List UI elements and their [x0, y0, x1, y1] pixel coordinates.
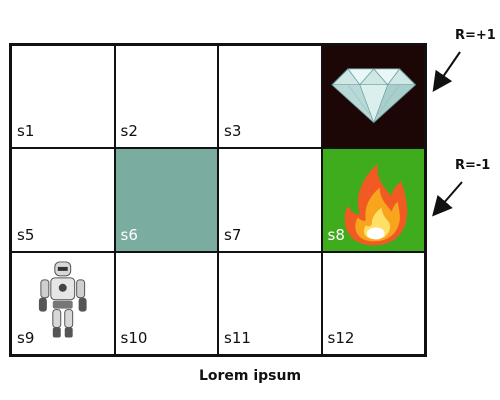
- cell-label: s5: [17, 225, 35, 244]
- cell-label: s2: [120, 122, 138, 141]
- cell-s11: s11: [218, 251, 322, 355]
- cell-label: s9: [17, 329, 35, 347]
- arrow-to-diamond: [432, 51, 461, 92]
- cell-label: s8: [327, 225, 345, 244]
- cell-s1: s1: [11, 45, 115, 149]
- cell-label: s10: [120, 329, 148, 347]
- cell-s6-wall: s6: [114, 148, 218, 252]
- cell-s12: s12: [321, 251, 425, 355]
- cell-label: s1: [17, 122, 35, 141]
- cell-s7: s7: [218, 148, 322, 252]
- cell-label: s7: [224, 225, 242, 244]
- cell-label: s11: [224, 329, 251, 347]
- grid-world: s1 s2 s3 s5 s6 s7: [9, 43, 427, 357]
- reward-negative-label: R=-1: [455, 158, 491, 173]
- cell-goal-diamond: [321, 45, 425, 149]
- fire-icon: [344, 164, 407, 246]
- cell-label: s3: [224, 122, 242, 141]
- robot-icon: [38, 261, 87, 338]
- cell-label: s6: [120, 225, 138, 244]
- cell-s2: s2: [114, 45, 218, 149]
- diamond-icon: [330, 68, 416, 124]
- cell-s9-agent: s9: [11, 251, 115, 355]
- cell-s10: s10: [114, 251, 218, 355]
- arrow-to-fire: [432, 181, 463, 217]
- cell-s3: s3: [218, 45, 322, 149]
- cell-s5: s5: [11, 148, 115, 252]
- cell-s8-fire: s8: [321, 148, 425, 252]
- cell-label: s12: [327, 329, 355, 347]
- reward-positive-label: R=+1: [455, 28, 496, 43]
- figure-caption: Lorem ipsum: [198, 368, 302, 384]
